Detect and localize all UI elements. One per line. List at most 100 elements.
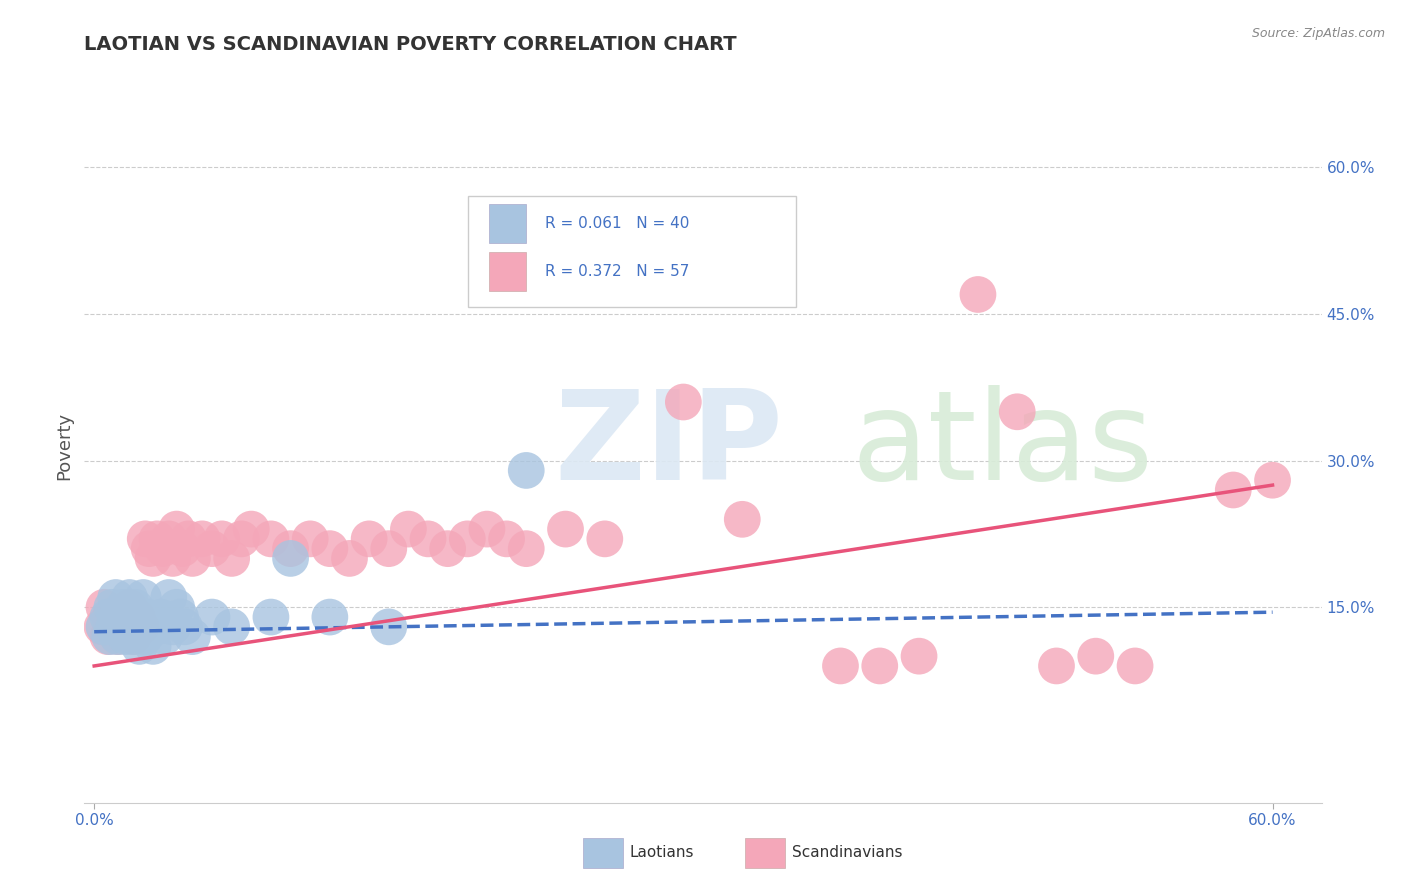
Point [166,522,188,536]
Bar [489,252,526,291]
Point [121,620,143,634]
Point [111,620,134,634]
Point [396,522,419,536]
Point [118,600,141,615]
Point [554,522,576,536]
Point [128,640,150,654]
Point [98,630,121,644]
Point [127,610,149,624]
Point [231,532,253,546]
Text: Laotians: Laotians [630,846,695,860]
Point [280,541,302,556]
Point [1045,659,1067,673]
Point [359,532,381,546]
Point [221,551,243,566]
Point [731,512,754,526]
Text: Source: ZipAtlas.com: Source: ZipAtlas.com [1251,27,1385,40]
Point [201,541,224,556]
Point [134,630,156,644]
Point [166,600,188,615]
Point [177,532,200,546]
Point [593,532,616,546]
Point [107,630,129,644]
Point [153,630,176,644]
Point [211,532,233,546]
Text: atlas: atlas [852,385,1153,507]
Point [97,630,120,644]
Point [672,395,695,409]
Point [1261,473,1284,487]
Point [138,541,160,556]
Point [146,620,169,634]
Text: R = 0.372   N = 57: R = 0.372 N = 57 [544,264,689,278]
Point [93,600,115,615]
Point [181,630,204,644]
Point [97,610,120,624]
Point [111,610,134,624]
Point [104,591,127,605]
Point [475,522,498,536]
Text: ZIP: ZIP [554,385,783,507]
Point [127,610,149,624]
Point [91,620,114,634]
Point [118,591,141,605]
Point [101,600,124,615]
Point [260,610,283,624]
Point [93,620,115,634]
Point [1123,659,1146,673]
Text: R = 0.061   N = 40: R = 0.061 N = 40 [544,216,689,231]
Text: Scandinavians: Scandinavians [792,846,903,860]
Point [162,551,184,566]
Point [108,610,131,624]
Point [152,541,174,556]
Point [1084,649,1107,664]
Point [131,620,153,634]
Point [124,600,146,615]
Point [280,551,302,566]
Point [908,649,931,664]
Point [162,620,184,634]
Point [173,620,195,634]
Point [830,659,852,673]
Point [107,630,129,644]
Point [132,591,155,605]
Point [221,620,243,634]
Point [146,532,169,546]
Point [134,532,156,546]
Point [378,541,401,556]
Point [142,551,165,566]
Point [103,620,125,634]
Point [339,551,361,566]
Text: LAOTIAN VS SCANDINAVIAN POVERTY CORRELATION CHART: LAOTIAN VS SCANDINAVIAN POVERTY CORRELAT… [84,35,737,54]
Point [103,620,125,634]
Point [117,610,139,624]
Y-axis label: Poverty: Poverty [55,412,73,480]
Point [515,541,537,556]
Point [131,620,153,634]
Point [122,630,145,644]
Point [436,541,458,556]
Point [114,620,136,634]
Point [1222,483,1244,497]
Point [112,600,135,615]
Point [201,610,224,624]
Point [172,541,194,556]
Point [138,620,160,634]
Point [122,630,145,644]
Point [142,640,165,654]
Point [495,532,517,546]
Point [456,532,478,546]
Point [181,551,204,566]
Point [967,287,990,301]
Point [378,620,401,634]
Bar [489,204,526,244]
Point [98,610,121,624]
Point [1005,405,1028,419]
Point [515,463,537,477]
Point [149,610,172,624]
Point [299,532,322,546]
Point [136,610,159,624]
Point [869,659,891,673]
Point [191,532,214,546]
Point [319,541,342,556]
